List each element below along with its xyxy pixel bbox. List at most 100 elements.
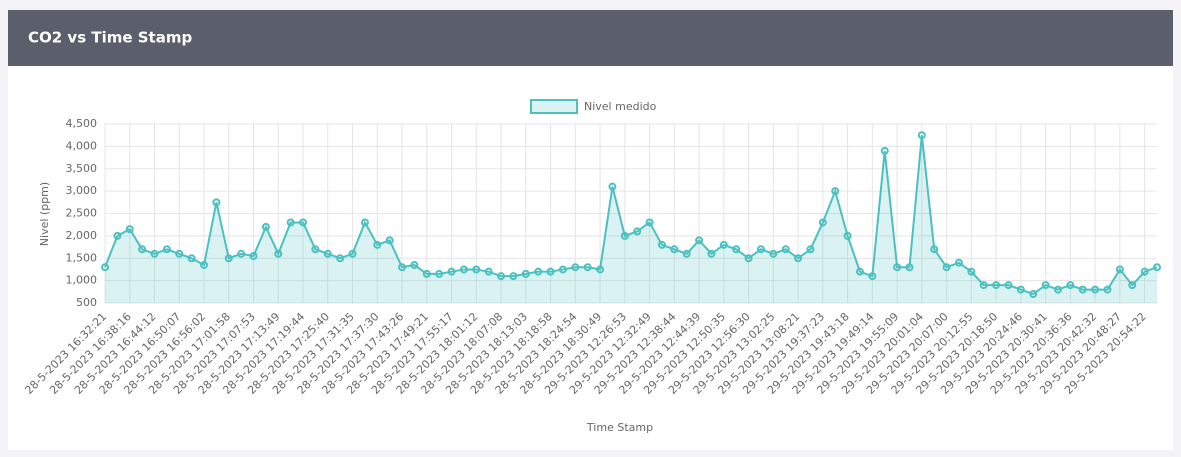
point (274, 249, 283, 258)
point (113, 231, 122, 240)
point (249, 252, 258, 261)
point (893, 263, 902, 272)
point (571, 263, 580, 272)
point (212, 198, 221, 207)
point (732, 245, 741, 254)
point (348, 249, 357, 258)
point (472, 265, 481, 274)
point (942, 263, 951, 272)
point (831, 187, 840, 196)
card (8, 10, 1173, 450)
point (967, 267, 976, 276)
point (979, 281, 988, 290)
point (1029, 290, 1038, 299)
point (806, 245, 815, 254)
point (410, 260, 419, 269)
point (497, 272, 506, 281)
point (707, 249, 716, 258)
legend-swatch (530, 99, 578, 114)
point (224, 254, 233, 263)
point (175, 249, 184, 258)
point (422, 269, 431, 278)
point (781, 245, 790, 254)
point (1004, 281, 1013, 290)
point (880, 146, 889, 155)
point (398, 263, 407, 272)
point (596, 265, 605, 274)
point (459, 265, 468, 274)
point (138, 245, 147, 254)
point (930, 245, 939, 254)
point (682, 249, 691, 258)
point (509, 272, 518, 281)
point (336, 254, 345, 263)
point (299, 218, 308, 227)
card-header (8, 10, 1173, 66)
point (1115, 265, 1124, 274)
legend-label: Nivel medido (584, 100, 657, 113)
point (125, 225, 134, 234)
point (744, 254, 753, 263)
point (855, 267, 864, 276)
point (200, 260, 209, 269)
point (794, 254, 803, 263)
point (843, 231, 852, 240)
y-tick-label: 3,000 (66, 184, 98, 197)
point (558, 265, 567, 274)
point (1140, 267, 1149, 276)
point (1091, 285, 1100, 294)
point (286, 218, 295, 227)
point (373, 240, 382, 249)
y-tick-label: 4,000 (66, 139, 98, 152)
point (868, 272, 877, 281)
point (670, 245, 679, 254)
y-tick-label: 2,000 (66, 229, 98, 242)
point (719, 240, 728, 249)
point (657, 240, 666, 249)
point (954, 258, 963, 267)
point (620, 231, 629, 240)
point (583, 263, 592, 272)
point (1153, 263, 1161, 272)
point (534, 267, 543, 276)
point (1103, 285, 1112, 294)
point (645, 218, 654, 227)
y-tick-label: 3,500 (66, 162, 98, 175)
y-tick-label: 2,500 (66, 207, 98, 220)
point (1128, 281, 1137, 290)
point (633, 227, 642, 236)
y-tick-label: 1,000 (66, 274, 98, 287)
point (311, 245, 320, 254)
y-tick-label: 4,500 (66, 117, 98, 130)
point (261, 222, 270, 231)
point (1053, 285, 1062, 294)
point (769, 249, 778, 258)
area (105, 135, 1157, 303)
point (521, 269, 530, 278)
point (905, 263, 914, 272)
point (150, 249, 159, 258)
point (1016, 285, 1025, 294)
point (162, 245, 171, 254)
y-tick-label: 1,500 (66, 251, 98, 264)
point (101, 263, 109, 272)
point (992, 281, 1001, 290)
point (1041, 281, 1050, 290)
point (323, 249, 332, 258)
point (608, 182, 617, 191)
x-axis-title: Time Stamp (586, 421, 653, 434)
point (484, 267, 493, 276)
point (1066, 281, 1075, 290)
y-axis-title: Nivel (ppm) (38, 182, 51, 246)
point (187, 254, 196, 263)
point (447, 267, 456, 276)
chart-title: CO2 vs Time Stamp (28, 29, 192, 47)
point (818, 218, 827, 227)
point (695, 236, 704, 245)
point (385, 236, 394, 245)
point (360, 218, 369, 227)
point (237, 249, 246, 258)
y-tick-label: 500 (76, 296, 97, 309)
point (1078, 285, 1087, 294)
